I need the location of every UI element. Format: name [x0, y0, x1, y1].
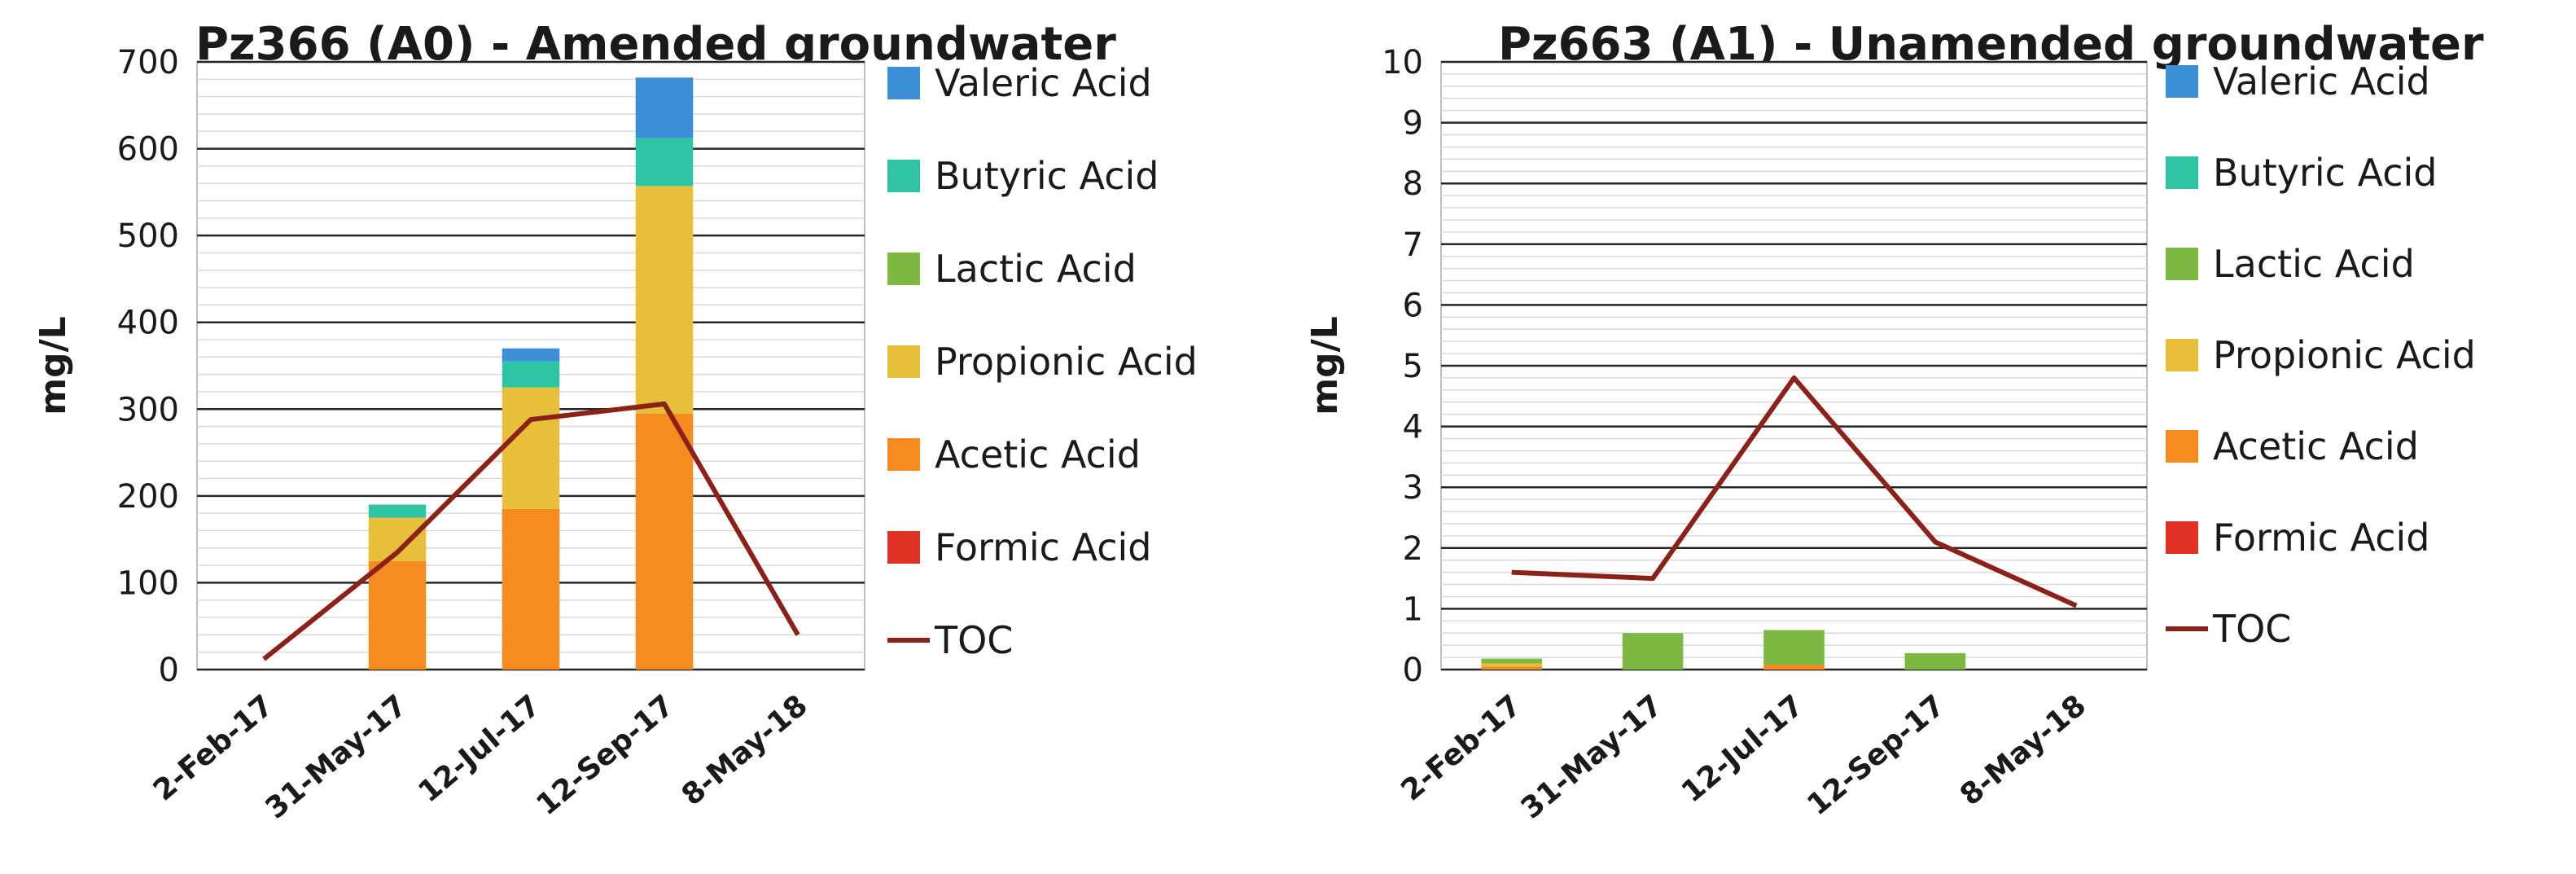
y-tick-label: 10	[1382, 44, 1423, 81]
legend-label-toc: TOC	[2212, 607, 2291, 651]
legend-swatch-acetic-acid	[2166, 430, 2198, 463]
y-tick-label: 400	[117, 305, 179, 342]
legend-swatch-propionic-acid	[2166, 339, 2198, 371]
chart-panel-pz366: Pz366 (A0) - Amended groundwater 0 100 200…	[0, 0, 1270, 874]
bar-propionic-acid	[1481, 663, 1542, 667]
legend-label-butyric-acid: Butyric Acid	[2213, 151, 2438, 195]
y-tick-label: 5	[1403, 348, 1423, 385]
y-tick-label: 0	[159, 652, 179, 689]
y-tick-label: 300	[117, 391, 179, 428]
legend-swatch-valeric-acid	[2166, 65, 2198, 98]
y-tick-label: 6	[1403, 287, 1423, 324]
legend-label-lactic-acid: Lactic Acid	[935, 247, 1137, 291]
x-tick-label: 12-Jul-17	[412, 688, 546, 809]
y-axis-label: mg/L	[33, 316, 74, 415]
legend-swatch-formic-acid	[2166, 521, 2198, 554]
bar-lactic-acid	[1481, 658, 1542, 664]
bar-acetic-acid	[1763, 665, 1825, 670]
y-tick-label: 3	[1403, 469, 1423, 507]
line-toc	[262, 401, 800, 661]
bar-butyric-acid	[502, 361, 560, 388]
bar-propionic-acid	[502, 387, 560, 509]
bar-acetic-acid	[502, 508, 560, 670]
legend-label-valeric-acid: Valeric Acid	[935, 61, 1152, 105]
bar-lactic-acid	[1622, 633, 1684, 670]
x-tick-label: 12-Sep-17	[530, 688, 680, 822]
legend-swatch-acetic-acid	[887, 438, 920, 471]
bar-valeric-acid	[635, 77, 694, 138]
legend-swatch-lactic-acid	[887, 253, 920, 285]
x-tick-label: 2-Feb-17	[147, 688, 280, 807]
y-tick-label: 4	[1403, 409, 1423, 446]
legend-label-acetic-acid: Acetic Acid	[2213, 424, 2419, 468]
y-tick-label: 9	[1403, 105, 1423, 143]
legend-label-toc: TOC	[934, 618, 1013, 662]
y-tick-label: 2	[1403, 530, 1423, 568]
legend-label-lactic-acid: Lactic Acid	[2213, 242, 2415, 286]
y-tick-label: 7	[1403, 226, 1423, 264]
bar-lactic-acid	[1904, 652, 1966, 670]
y-tick-label: 500	[117, 217, 179, 255]
y-axis-label: mg/L	[1304, 316, 1346, 415]
y-tick-label: 100	[117, 564, 179, 602]
legend-swatch-lactic-acid	[2166, 248, 2198, 280]
bar-valeric-acid	[502, 348, 560, 362]
y-tick-label: 0	[1403, 652, 1423, 689]
legend-label-butyric-acid: Butyric Acid	[935, 154, 1159, 198]
legend-swatch-butyric-acid	[2166, 156, 2198, 189]
legend-swatch-butyric-acid	[887, 160, 920, 192]
x-tick-label: 8-May-18	[1954, 688, 2092, 812]
bar-butyric-acid	[368, 504, 427, 518]
x-tick-label: 12-Sep-17	[1801, 688, 1951, 822]
legend-label-formic-acid: Formic Acid	[2213, 516, 2430, 560]
bar-propionic-acid	[635, 186, 694, 414]
line-toc	[1511, 375, 2078, 608]
x-tick-label: 12-Jul-17	[1676, 688, 1810, 809]
legend-label-formic-acid: Formic Acid	[935, 525, 1152, 569]
legend-swatch-valeric-acid	[887, 67, 920, 99]
legend-label-valeric-acid: Valeric Acid	[2213, 59, 2430, 103]
bar-acetic-acid	[635, 413, 694, 670]
bar-acetic-acid	[1481, 666, 1542, 670]
y-tick-label: 600	[117, 131, 179, 169]
y-tick-label: 1	[1403, 591, 1423, 628]
y-tick-label: 700	[117, 44, 179, 81]
legend-swatch-propionic-acid	[887, 345, 920, 378]
chart-pz366: 01002003004005006007002-Feb-1731-May-171…	[33, 44, 1198, 826]
y-tick-label: 200	[117, 478, 179, 516]
bar-lactic-acid	[1763, 630, 1825, 665]
x-tick-label: 8-May-18	[676, 688, 814, 812]
x-tick-label: 2-Feb-17	[1395, 688, 1527, 807]
bar-acetic-acid	[368, 560, 427, 670]
legend-label-acetic-acid: Acetic Acid	[935, 433, 1141, 477]
x-tick-label: 31-May-17	[260, 688, 414, 825]
y-tick-label: 8	[1403, 165, 1423, 203]
legend-swatch-formic-acid	[887, 531, 920, 564]
bar-butyric-acid	[635, 138, 694, 187]
legend-label-propionic-acid: Propionic Acid	[2213, 333, 2476, 377]
legend-label-propionic-acid: Propionic Acid	[935, 340, 1198, 384]
x-tick-label: 31-May-17	[1515, 688, 1669, 825]
